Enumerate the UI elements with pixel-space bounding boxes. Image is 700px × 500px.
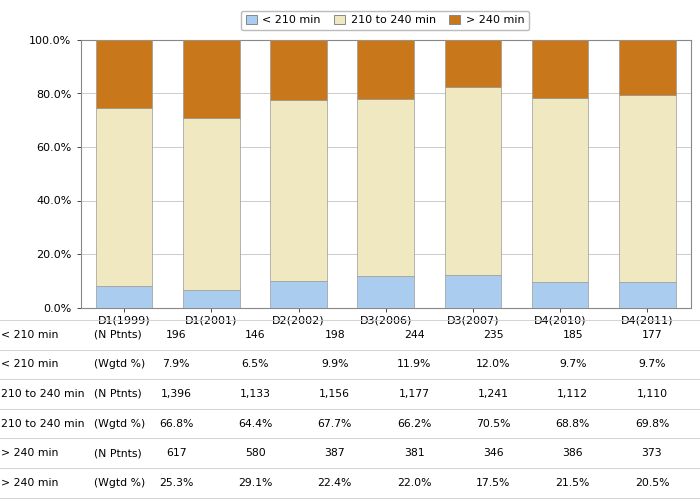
Text: 244: 244 — [404, 330, 424, 340]
Text: 196: 196 — [166, 330, 186, 340]
Text: 7.9%: 7.9% — [162, 360, 190, 370]
Text: 210 to 240 min: 210 to 240 min — [1, 389, 85, 399]
Text: 21.5%: 21.5% — [556, 478, 590, 488]
Text: (N Ptnts): (N Ptnts) — [94, 389, 142, 399]
Text: 198: 198 — [324, 330, 345, 340]
Bar — [183, 118, 239, 290]
Text: 387: 387 — [324, 448, 345, 458]
Text: 67.7%: 67.7% — [318, 418, 352, 428]
Text: 386: 386 — [562, 448, 583, 458]
Text: 146: 146 — [245, 330, 266, 340]
Text: 1,112: 1,112 — [557, 389, 588, 399]
Bar — [619, 95, 675, 282]
Bar — [532, 40, 589, 98]
Text: 17.5%: 17.5% — [476, 478, 510, 488]
Text: > 240 min: > 240 min — [1, 478, 59, 488]
Text: (N Ptnts): (N Ptnts) — [94, 330, 142, 340]
Bar — [358, 276, 414, 308]
Bar — [532, 282, 589, 308]
Text: 12.0%: 12.0% — [476, 360, 510, 370]
Text: 9.7%: 9.7% — [559, 360, 587, 370]
Text: 69.8%: 69.8% — [635, 418, 669, 428]
Text: 11.9%: 11.9% — [397, 360, 431, 370]
Bar — [532, 98, 589, 282]
Bar — [96, 40, 153, 108]
Text: 64.4%: 64.4% — [238, 418, 272, 428]
Bar — [444, 276, 501, 308]
Bar — [619, 40, 675, 95]
Text: (N Ptnts): (N Ptnts) — [94, 448, 142, 458]
Text: 1,133: 1,133 — [240, 389, 271, 399]
Text: 346: 346 — [483, 448, 504, 458]
Text: (Wgtd %): (Wgtd %) — [94, 360, 146, 370]
Text: 617: 617 — [166, 448, 186, 458]
Text: < 210 min: < 210 min — [1, 330, 59, 340]
Text: 1,156: 1,156 — [319, 389, 350, 399]
Text: 185: 185 — [562, 330, 583, 340]
Text: 1,396: 1,396 — [161, 389, 192, 399]
Bar — [183, 40, 239, 118]
Text: 20.5%: 20.5% — [635, 478, 669, 488]
Text: 9.9%: 9.9% — [321, 360, 349, 370]
Bar — [270, 281, 327, 307]
Text: 210 to 240 min: 210 to 240 min — [1, 418, 85, 428]
Text: 6.5%: 6.5% — [241, 360, 270, 370]
Bar — [270, 40, 327, 100]
Bar — [444, 87, 501, 276]
Text: 68.8%: 68.8% — [556, 418, 590, 428]
Text: 29.1%: 29.1% — [238, 478, 272, 488]
Bar — [96, 108, 153, 286]
Text: 1,110: 1,110 — [636, 389, 668, 399]
Text: 1,177: 1,177 — [398, 389, 430, 399]
Text: > 240 min: > 240 min — [1, 448, 59, 458]
Text: 66.2%: 66.2% — [397, 418, 431, 428]
Legend: < 210 min, 210 to 240 min, > 240 min: < 210 min, 210 to 240 min, > 240 min — [241, 10, 529, 30]
Text: 66.8%: 66.8% — [159, 418, 193, 428]
Bar — [183, 290, 239, 308]
Bar — [619, 282, 675, 308]
Text: 373: 373 — [642, 448, 662, 458]
Text: 22.0%: 22.0% — [397, 478, 431, 488]
Text: < 210 min: < 210 min — [1, 360, 59, 370]
Text: 1,241: 1,241 — [478, 389, 509, 399]
Text: 22.4%: 22.4% — [318, 478, 352, 488]
Text: 25.3%: 25.3% — [159, 478, 193, 488]
Bar — [444, 40, 501, 87]
Bar — [358, 40, 414, 98]
Text: (Wgtd %): (Wgtd %) — [94, 478, 146, 488]
Bar — [270, 100, 327, 281]
Text: 580: 580 — [245, 448, 266, 458]
Text: 70.5%: 70.5% — [476, 418, 510, 428]
Text: 381: 381 — [404, 448, 424, 458]
Text: 235: 235 — [483, 330, 504, 340]
Text: 9.7%: 9.7% — [638, 360, 666, 370]
Bar — [358, 98, 414, 276]
Bar — [96, 286, 153, 308]
Text: (Wgtd %): (Wgtd %) — [94, 418, 146, 428]
Text: 177: 177 — [642, 330, 662, 340]
